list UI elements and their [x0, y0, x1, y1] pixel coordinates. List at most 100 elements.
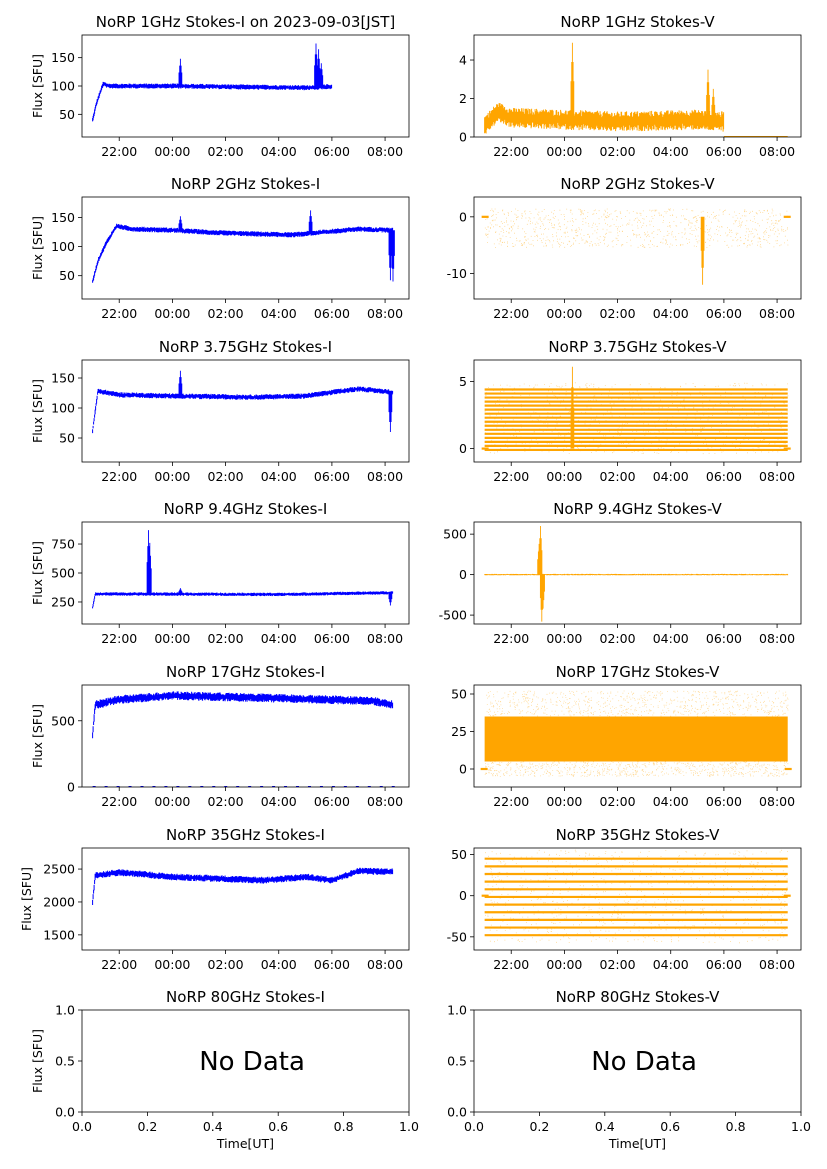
- x-tick-label: 02:00: [208, 469, 244, 484]
- axes-frame: [473, 847, 802, 951]
- y-tick-label: 0: [459, 567, 467, 582]
- y-axis-label: Flux [SFU]: [30, 704, 45, 768]
- axes-frame: [81, 359, 410, 463]
- spike: [308, 210, 313, 234]
- chart-title: NoRP 80GHz Stokes-I: [166, 988, 325, 1006]
- x-tick-label: 0.0: [464, 1119, 484, 1134]
- x-tick-label: 02:00: [600, 631, 636, 646]
- y-tick-label: -10: [447, 266, 467, 281]
- y-tick-label: 100: [51, 79, 75, 94]
- x-tick-label: 04:00: [261, 957, 297, 972]
- spike: [178, 588, 183, 595]
- panel-2: NoRP 1GHz Stokes-V 0 2 4 22:00 00:00 02:00 04:0…: [459, 13, 802, 159]
- spike: [314, 43, 318, 88]
- x-tick-label: 08:00: [367, 144, 403, 159]
- series-band: [484, 103, 725, 134]
- chart-title: NoRP 80GHz Stokes-V: [556, 988, 721, 1006]
- series-points: [92, 43, 333, 122]
- x-tick-label: 1.0: [791, 1119, 811, 1134]
- spike: [388, 592, 393, 606]
- x-tick-label: 04:00: [653, 144, 689, 159]
- spike: [178, 370, 183, 397]
- y-tick-label: 50: [451, 847, 467, 862]
- x-tick-label: 08:00: [759, 631, 795, 646]
- x-tick-label: 06:00: [314, 144, 350, 159]
- y-tick-label: 0: [459, 888, 467, 903]
- y-tick-label: 50: [59, 268, 75, 283]
- x-tick-label: 22:00: [493, 631, 529, 646]
- chart-title: NoRP 9.4GHz Stokes-V: [553, 500, 722, 518]
- spike: [391, 230, 395, 282]
- x-tick-label: 02:00: [600, 144, 636, 159]
- x-tick-label: 00:00: [154, 469, 190, 484]
- y-tick-label: 750: [51, 537, 75, 552]
- x-tick-label: 04:00: [261, 631, 297, 646]
- chart-title: NoRP 35GHz Stokes-I: [166, 826, 325, 844]
- x-tick-label: 08:00: [367, 631, 403, 646]
- x-tick-label: 22:00: [493, 306, 529, 321]
- x-tick-label: 06:00: [706, 631, 742, 646]
- y-tick-label: 150: [51, 371, 75, 386]
- axes-frame: [473, 521, 802, 625]
- y-tick-label: 0: [67, 780, 75, 795]
- y-tick-label: 250: [51, 594, 75, 609]
- x-tick-label: 08:00: [759, 144, 795, 159]
- x-tick-label: 00:00: [154, 144, 190, 159]
- x-tick-label: 02:00: [208, 794, 244, 809]
- panel-10: NoRP 17GHz Stokes-V 0 25 50 22:00 00:00 02:00 0…: [451, 663, 802, 809]
- y-tick-label: 50: [451, 687, 467, 702]
- series-points: [484, 526, 789, 622]
- x-tick-label: 00:00: [546, 469, 582, 484]
- spike: [178, 58, 183, 87]
- x-tick-label: 02:00: [208, 957, 244, 972]
- x-tick-label: 08:00: [759, 469, 795, 484]
- chart-title: NoRP 9.4GHz Stokes-I: [164, 500, 328, 518]
- x-tick-label: 06:00: [706, 469, 742, 484]
- series-points: [92, 691, 395, 787]
- y-tick-label: 2: [459, 91, 467, 106]
- chart-title: NoRP 2GHz Stokes-V: [560, 175, 715, 193]
- x-tick-label: 04:00: [261, 306, 297, 321]
- panel-7: NoRP 9.4GHz Stokes-I Flux [SFU] 250 500 750 2…: [30, 500, 410, 646]
- dense-band: [484, 716, 788, 762]
- x-tick-label: 00:00: [546, 631, 582, 646]
- y-tick-label: 1500: [43, 927, 75, 942]
- x-tick-label: 06:00: [706, 957, 742, 972]
- x-tick-label: 02:00: [208, 306, 244, 321]
- y-tick-label: 50: [59, 107, 75, 122]
- panel-9: NoRP 17GHz Stokes-I Flux [SFU] 0 500 22:00 00…: [30, 663, 410, 809]
- axes-frame: [473, 359, 802, 463]
- x-tick-label: 06:00: [706, 306, 742, 321]
- spike: [178, 216, 183, 231]
- scatter-points: [484, 208, 789, 248]
- series-band: [92, 867, 394, 905]
- axes-frame: [473, 34, 802, 138]
- scatter-points: [485, 849, 789, 944]
- spike: [706, 69, 710, 121]
- spike: [146, 530, 151, 594]
- y-tick-label: 150: [51, 210, 75, 225]
- x-tick-label: 22:00: [493, 144, 529, 159]
- y-tick-label: 100: [51, 239, 75, 254]
- x-tick-label: 0.4: [595, 1119, 615, 1134]
- y-tick-label: 0.5: [55, 1054, 75, 1069]
- x-tick-label: 04:00: [653, 469, 689, 484]
- y-axis-label: Flux [SFU]: [30, 216, 45, 280]
- series-points: [92, 867, 394, 905]
- panel-3: NoRP 2GHz Stokes-I Flux [SFU] 50 100 150 22:0…: [30, 175, 410, 321]
- x-tick-label: 04:00: [653, 306, 689, 321]
- spike: [147, 542, 152, 594]
- y-tick-label: 2000: [43, 894, 75, 909]
- series-points: [92, 530, 394, 609]
- chart-title: NoRP 3.75GHz Stokes-I: [159, 338, 332, 356]
- scatter-points: [484, 690, 789, 777]
- y-tick-label: -500: [439, 608, 467, 623]
- x-tick-label: 02:00: [600, 469, 636, 484]
- axes-frame: [473, 196, 802, 300]
- y-tick-label: 0: [459, 441, 467, 456]
- x-axis-label: Time[UT]: [608, 1136, 666, 1151]
- x-tick-label: 08:00: [759, 957, 795, 972]
- x-tick-label: 04:00: [261, 144, 297, 159]
- x-tick-label: 02:00: [600, 957, 636, 972]
- series-band: [92, 223, 394, 283]
